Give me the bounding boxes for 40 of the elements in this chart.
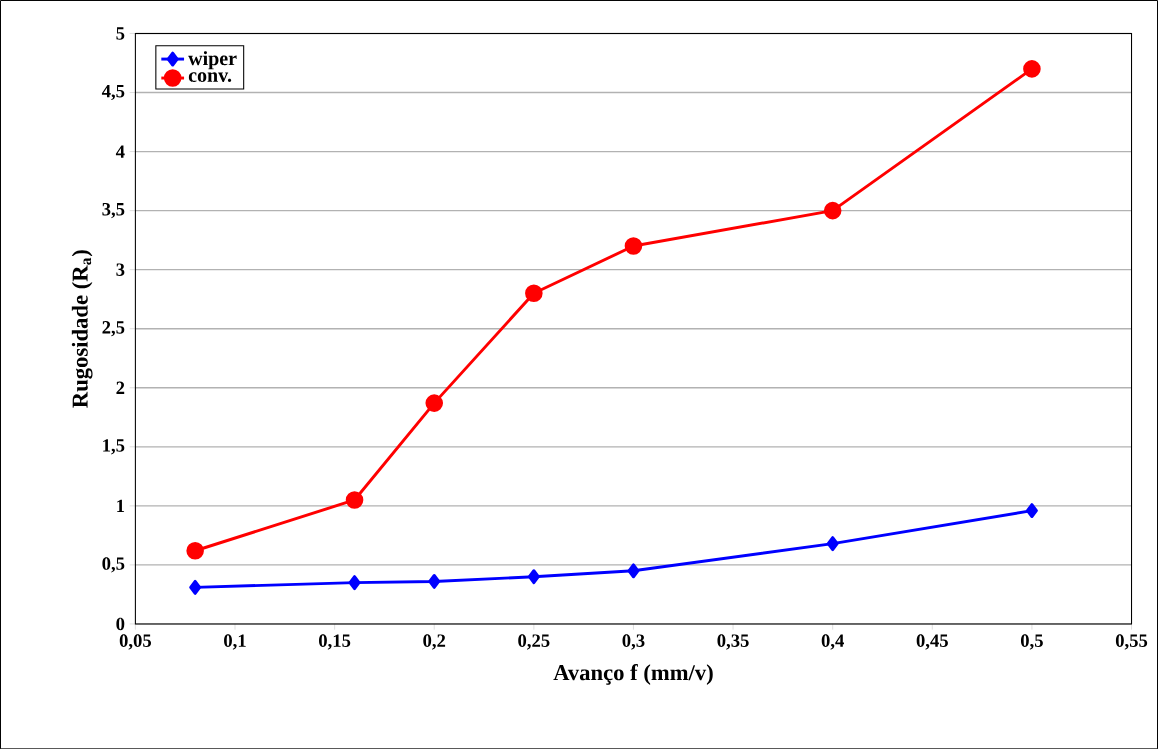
y-tick-label: 1,5	[103, 439, 125, 455]
x-axis-title: Avanço f (mm/v)	[553, 663, 713, 685]
point	[345, 490, 364, 509]
x-tick-label: 0,4	[821, 634, 844, 650]
y-tick-label: 5	[116, 27, 125, 40]
point	[186, 541, 204, 560]
y-axis-title: Rugosidade (R$_{a}$)	[71, 250, 93, 408]
point	[1025, 502, 1038, 518]
point	[189, 579, 202, 595]
x-tick-label: 0,15	[319, 634, 351, 650]
point	[826, 536, 839, 551]
point	[823, 201, 842, 220]
x-tick-label: 0,2	[423, 634, 446, 650]
point	[624, 237, 643, 255]
legend-label: conv.	[188, 72, 232, 82]
x-tick-label: 0,3	[622, 634, 645, 650]
point	[428, 573, 441, 589]
x-tick-label: 0,5	[1020, 634, 1043, 650]
x-tick-label: 0,35	[717, 634, 749, 650]
point	[425, 394, 444, 412]
y-tick-label: 4,5	[101, 84, 125, 100]
y-tick-label: 4	[115, 145, 125, 158]
y-tick-label: 0,5	[102, 557, 125, 573]
y-tick-label: 0	[116, 617, 125, 631]
y-tick-label: 3	[116, 263, 125, 276]
point	[627, 563, 640, 579]
legend-label: wiper	[188, 50, 237, 70]
y-tick-label: 3,5	[102, 202, 125, 219]
point	[1023, 59, 1041, 78]
y-tick-label: 2,5	[102, 320, 125, 337]
x-tick-label: 0,45	[916, 634, 948, 650]
y-tick-label: 1	[117, 499, 125, 512]
x-tick-label: 0,05	[119, 634, 152, 650]
point	[527, 569, 540, 585]
x-tick-label: 0,55	[1115, 634, 1148, 650]
y-tick-label: 2	[116, 381, 125, 394]
x-tick-label: 0,1	[224, 634, 246, 650]
point	[525, 284, 543, 302]
x-tick-label: 0,25	[518, 634, 550, 650]
point	[348, 574, 361, 590]
